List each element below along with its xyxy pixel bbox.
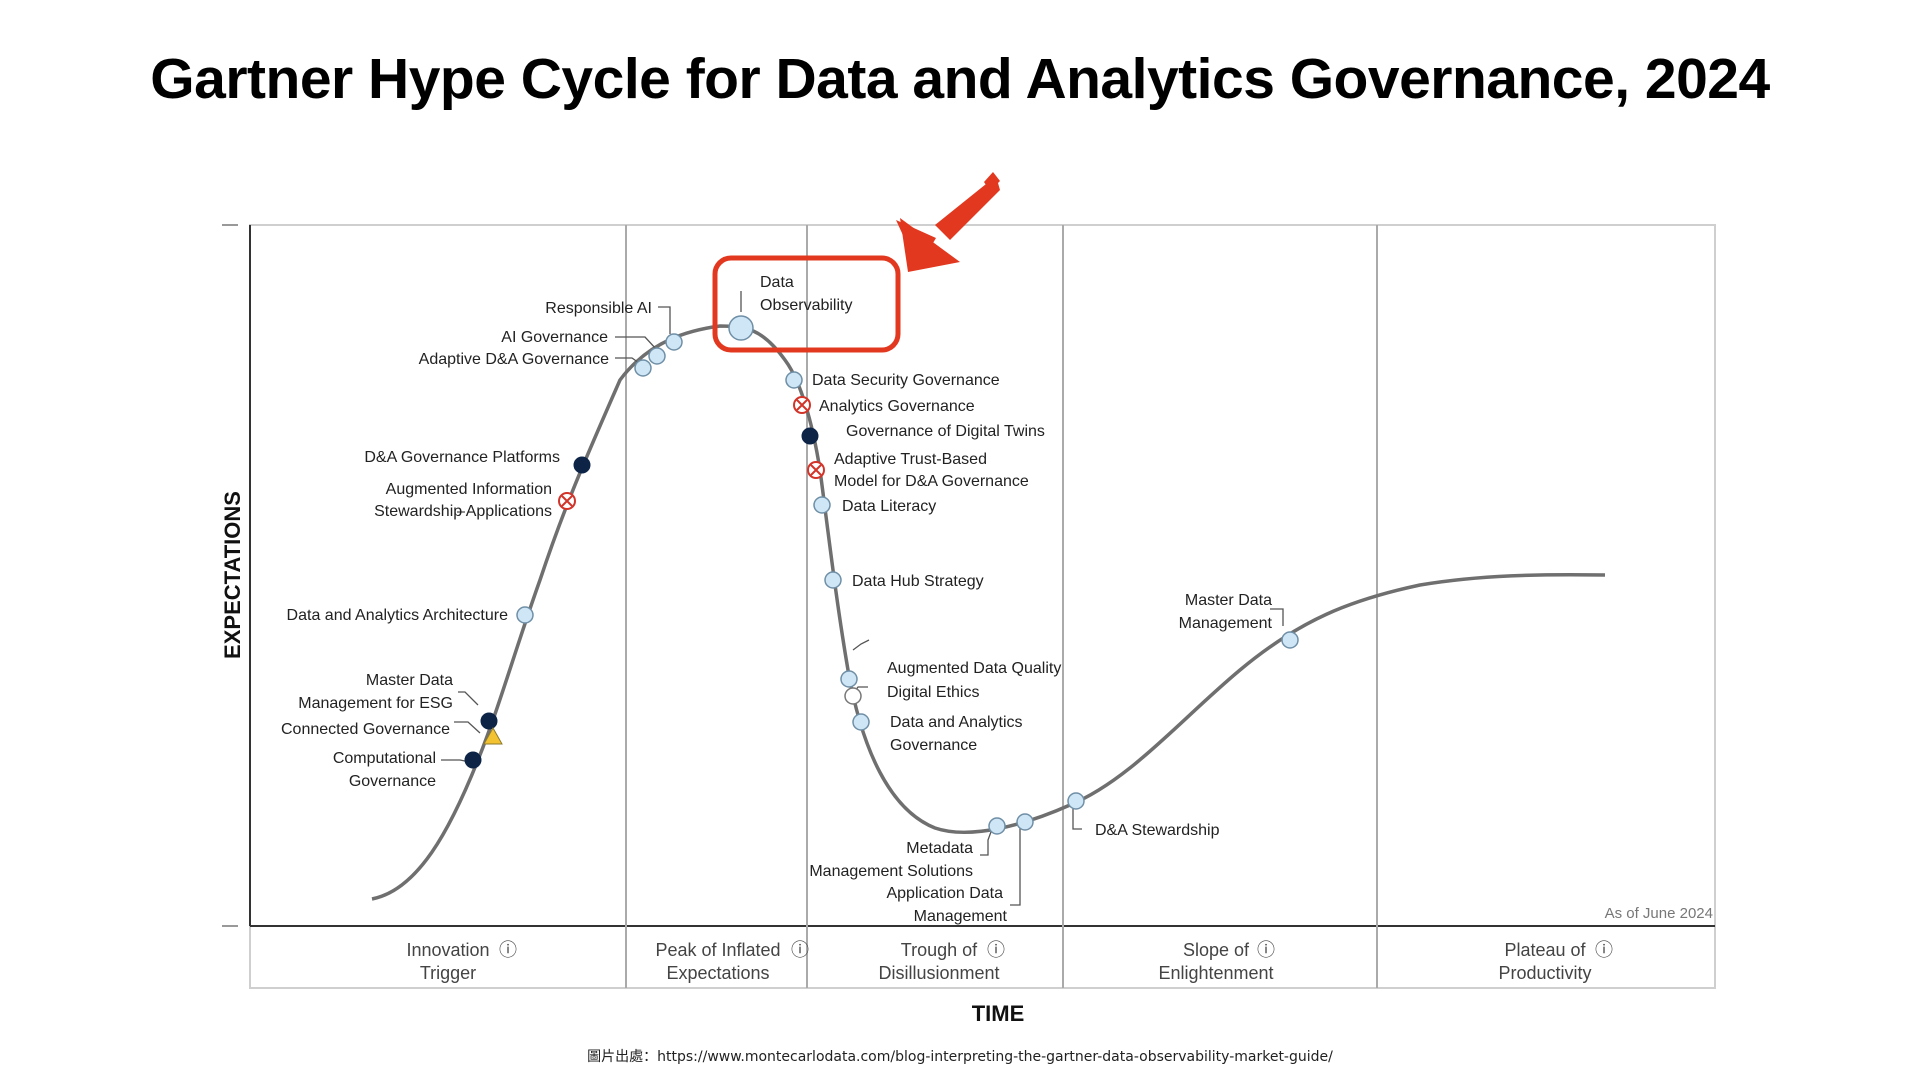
label-master-data-management-2: Management	[1179, 615, 1273, 632]
hype-curve	[371, 324, 1606, 901]
phase-2-line1: Peak of Inflated	[655, 940, 780, 960]
phase-dividers	[625, 225, 1378, 988]
phase-3-line1: Trough of	[901, 940, 978, 960]
label-adaptive-trust-1: Adaptive Trust-Based	[834, 451, 987, 468]
marker-connected-governance	[483, 726, 503, 745]
label-data-analytics-architecture: Data and Analytics Architecture	[287, 607, 509, 624]
phase-3-line2: Disillusionment	[878, 963, 999, 983]
label-adaptive-da-governance: Adaptive D&A Governance	[419, 351, 609, 368]
marker-data-observability	[728, 315, 754, 341]
phase-5-line2: Productivity	[1498, 963, 1591, 983]
label-computational-1: Computational	[333, 750, 436, 767]
label-adaptive-trust-2: Model for D&A Governance	[834, 473, 1029, 490]
marker-master-data-esg	[480, 712, 498, 730]
label-metadata-2: Management Solutions	[809, 863, 973, 880]
label-master-data-management-1: Master Data	[1185, 592, 1272, 609]
phase-3-info-icon: ⓘ	[987, 940, 1005, 960]
page-title: Gartner Hype Cycle for Data and Analytic…	[150, 47, 1770, 111]
label-responsible-ai: Responsible AI	[545, 300, 652, 317]
phase-1-line1: Innovation	[406, 940, 489, 960]
label-da-governance-platforms: D&A Governance Platforms	[364, 449, 560, 466]
marker-responsible-ai	[665, 333, 683, 351]
label-da-stewardship: D&A Stewardship	[1095, 822, 1220, 839]
label-data-analytics-governance-2: Governance	[890, 737, 977, 754]
technology-markers	[464, 315, 1299, 835]
marker-ai-governance	[648, 347, 666, 365]
label-data-hub-strategy: Data Hub Strategy	[852, 573, 984, 590]
label-data-observability-2: Observability	[760, 297, 852, 314]
label-data-literacy: Data Literacy	[842, 498, 936, 515]
phase-5-info-icon: ⓘ	[1595, 940, 1613, 960]
marker-data-hub-strategy	[824, 571, 842, 589]
marker-data-analytics-architecture	[516, 606, 534, 624]
label-digital-ethics: Digital Ethics	[887, 684, 979, 701]
phase-4-info-icon: ⓘ	[1257, 940, 1275, 960]
label-application-data-2: Management	[914, 908, 1008, 925]
phase-1-line2: Trigger	[420, 963, 476, 983]
label-master-data-esg-1: Master Data	[366, 672, 453, 689]
phase-4-line1: Slope of	[1183, 940, 1250, 960]
marker-computational-governance	[464, 751, 482, 769]
highlight-box	[712, 255, 901, 353]
phase-2-info-icon: ⓘ	[791, 940, 809, 960]
marker-application-data-management	[1016, 813, 1034, 831]
phase-1-info-icon: ⓘ	[499, 940, 517, 960]
phase-2-line2: Expectations	[666, 963, 769, 983]
label-augmented-info-2: Stewardship Applications	[374, 503, 552, 520]
marker-adaptive-da-governance	[634, 359, 652, 377]
marker-da-governance-platforms	[573, 456, 591, 474]
x-axis-title: TIME	[972, 1001, 1025, 1026]
y-axis-title: EXPECTATIONS	[220, 491, 245, 659]
label-ai-governance: AI Governance	[501, 329, 608, 346]
label-governance-digital-twins: Governance of Digital Twins	[846, 423, 1045, 440]
marker-governance-digital-twins	[801, 427, 819, 445]
label-analytics-governance: Analytics Governance	[819, 398, 975, 415]
label-connected-governance: Connected Governance	[281, 721, 450, 738]
marker-master-data-management	[1281, 631, 1299, 649]
as-of-note: As of June 2024	[1605, 905, 1713, 922]
label-data-analytics-governance-1: Data and Analytics	[890, 714, 1023, 731]
label-data-observability-1: Data	[760, 274, 794, 291]
image-credit: 圖片出處：https://www.montecarlodata.com/blog…	[587, 1049, 1333, 1065]
label-application-data-1: Application Data	[886, 885, 1003, 902]
highlight-arrow	[896, 172, 1000, 272]
marker-data-security-governance	[785, 371, 803, 389]
phase-5-line1: Plateau of	[1504, 940, 1586, 960]
label-augmented-info-1: Augmented Information	[386, 481, 552, 498]
label-master-data-esg-2: Management for ESG	[298, 695, 453, 712]
label-metadata-1: Metadata	[906, 840, 973, 857]
phase-labels: Innovation ⓘ Trigger Peak of Inflated ⓘ …	[406, 940, 1613, 983]
marker-data-literacy	[813, 496, 831, 514]
label-data-security-governance: Data Security Governance	[812, 372, 1000, 389]
label-augmented-data-quality: Augmented Data Quality	[887, 660, 1061, 677]
marker-augmented-data-quality	[840, 670, 858, 688]
marker-metadata-management	[988, 817, 1006, 835]
marker-da-stewardship	[1067, 792, 1085, 810]
marker-digital-ethics	[844, 687, 862, 705]
phase-4-line2: Enlightenment	[1158, 963, 1273, 983]
technology-labels: Responsible AI AI Governance Adaptive D&…	[281, 274, 1273, 925]
label-computational-2: Governance	[349, 773, 436, 790]
marker-data-analytics-governance	[852, 713, 870, 731]
